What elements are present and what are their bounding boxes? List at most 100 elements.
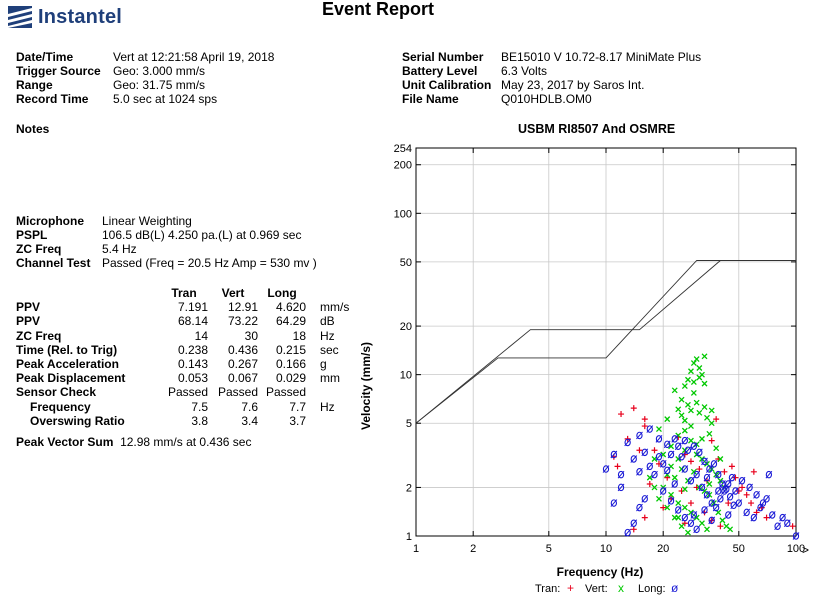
long-point (693, 470, 701, 479)
channel-results-table: Tran Vert Long PPV 7.191 12.91 4.620 mm/s PPV… (16, 286, 349, 428)
tran-point (708, 437, 715, 444)
tran-point (614, 463, 621, 470)
vert-point (684, 401, 691, 408)
long-point (681, 465, 689, 473)
event-row-datetime: Date/Time Vert at 12:21:58 April 19, 2018 (16, 50, 274, 64)
x-axis-arrow: > (802, 543, 809, 557)
long-point (671, 480, 679, 488)
field-value: Linear Weighting (102, 214, 192, 228)
vert-point (646, 474, 653, 481)
table-row: ZC Freq 14 30 18 Hz (16, 329, 349, 343)
vert-point (678, 412, 685, 419)
cell-long: 18 (292, 328, 306, 343)
long-point (667, 497, 675, 505)
vert-point (688, 423, 694, 430)
table-row: PPV 7.191 12.91 4.620 mm/s (16, 300, 349, 314)
table-row: Peak Displacement 0.053 0.067 0.029 mm (16, 371, 349, 385)
long-point (724, 511, 732, 519)
y-tick-label: 5 (406, 418, 412, 430)
table-row: Sensor Check Passed Passed Passed (16, 385, 349, 399)
table-header-row: Tran Vert Long (16, 286, 349, 300)
long-point (743, 508, 751, 517)
y-tick-label: 50 (400, 257, 412, 269)
tran-point (739, 484, 746, 491)
long-point (687, 476, 695, 485)
cell-long: 0.029 (275, 371, 306, 386)
long-point (726, 492, 734, 501)
vert-point (696, 365, 703, 371)
long-point (610, 450, 618, 459)
cell-unit: Hz (320, 399, 335, 414)
vert-point (671, 474, 678, 481)
long-point (714, 470, 722, 479)
long-point (641, 494, 649, 503)
field-label: ZC Freq (16, 242, 62, 256)
cell-vert: 3.4 (241, 413, 258, 428)
field-label: Unit Calibration (402, 78, 492, 92)
cell-long: 4.620 (275, 300, 306, 315)
field-value: 5.4 Hz (102, 242, 137, 256)
chart-axes: 1 2 5 10 20 50 100 1 2 5 10 20 50 100 200 254 (394, 143, 806, 555)
table-row: Overswing Ratio 3.8 3.4 3.7 (16, 414, 349, 428)
peak-vector-sum-value: 12.98 mm/s at 0.436 sec (120, 435, 252, 449)
cell-tran: 0.238 (177, 342, 208, 357)
vert-point (693, 356, 700, 362)
long-point (750, 513, 758, 522)
long-point (659, 460, 667, 468)
vert-point (701, 404, 708, 410)
field-label: File Name (402, 92, 459, 106)
vert-point (701, 488, 708, 494)
table-row: Time (Rel. to Trig) 0.238 0.436 0.215 sec (16, 343, 349, 357)
tran-point (763, 514, 770, 521)
tran-point (728, 463, 735, 470)
long-point (698, 483, 706, 492)
notes-label: Notes (16, 122, 50, 136)
tran-point (732, 474, 739, 481)
vert-point (681, 417, 688, 424)
field-value: BE15010 V 10.72-8.17 MiniMate Plus (501, 50, 702, 64)
field-value: 106.5 dB(L) 4.250 pa.(L) at 0.969 sec (102, 228, 302, 242)
cell-tran: 68.14 (177, 314, 208, 329)
long-point (765, 470, 773, 479)
vert-point (651, 484, 658, 491)
long-point (646, 425, 654, 433)
cell-unit (306, 385, 349, 399)
vert-point (675, 500, 682, 507)
long-point (671, 435, 679, 443)
chart-legend: Tran: + Vert: x Long: ø (535, 581, 679, 595)
long-point (610, 499, 618, 507)
tran-point (750, 468, 757, 475)
tran-point (721, 468, 728, 475)
y-tick-label: 200 (394, 160, 412, 172)
y-tick-label: 20 (400, 321, 412, 333)
cell-unit: mm (320, 371, 340, 386)
row-label: Peak Acceleration (16, 357, 119, 372)
event-row-trigger-source: Trigger Source Geo: 3.000 mm/s (16, 64, 274, 78)
legend-label-tran: Tran: (535, 583, 560, 595)
long-point (630, 519, 638, 528)
event-row-serial-number: Serial Number BE15010 V 10.72-8.17 MiniMa… (402, 50, 701, 64)
field-label: Trigger Source (16, 64, 101, 78)
cell-tran: 7.5 (191, 399, 208, 414)
long-point (624, 438, 632, 447)
mic-row-microphone: Microphone Linear Weighting (16, 214, 317, 228)
vert-point (696, 409, 703, 416)
legend-label-long: Long: (638, 583, 666, 595)
cell-vert: 7.6 (241, 399, 258, 414)
tran-point (618, 411, 625, 418)
vert-point (664, 504, 671, 511)
x-axis-label: Frequency (Hz) (557, 565, 644, 579)
x-tick-label: 10 (600, 543, 612, 555)
cell-tran: 0.143 (177, 357, 208, 372)
long-point (708, 499, 716, 507)
table-row: Frequency 7.5 7.6 7.7 Hz (16, 400, 349, 414)
cell-long: Passed (265, 385, 306, 400)
table-row: PPV 68.14 73.22 64.29 dB (16, 314, 349, 328)
vert-point (693, 399, 700, 406)
field-label: Serial Number (402, 50, 484, 64)
field-value: 6.3 Volts (501, 64, 548, 78)
y-tick-label: 254 (394, 143, 412, 155)
long-point (651, 470, 658, 479)
tran-point (735, 488, 742, 495)
vert-point (727, 526, 734, 533)
